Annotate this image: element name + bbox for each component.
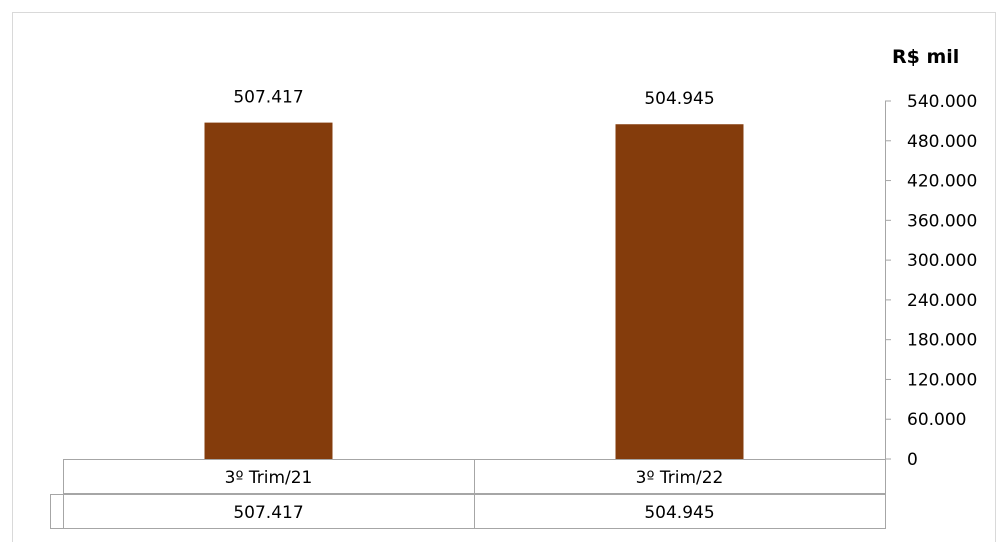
- y-tick-label-5: 300.000: [907, 251, 977, 271]
- table-header-cell-2: 3º Trim/22: [636, 468, 724, 488]
- table-data-row: [50, 494, 886, 529]
- data-table: 3º Trim/21 3º Trim/22 507.417 504.945: [50, 459, 886, 529]
- unit-label: R$ mil: [892, 46, 959, 68]
- table-header-cell-1: 3º Trim/21: [225, 468, 313, 488]
- chart-frame: [12, 12, 996, 542]
- y-tick-label-6: 360.000: [907, 211, 977, 231]
- bar-value-label-1: 507.417: [233, 88, 303, 108]
- y-tick-label-1: 60.000: [907, 410, 966, 430]
- table-value-cell-2: 504.945: [644, 503, 714, 523]
- value-labels-group: 507.417 504.945: [233, 88, 714, 110]
- y-tick-label-0: 0: [907, 450, 918, 470]
- table-value-cell-1: 507.417: [233, 503, 303, 523]
- bars-group: [204, 122, 744, 460]
- y-tick-label-9: 540.000: [907, 92, 977, 112]
- y-tick-label-4: 240.000: [907, 291, 977, 311]
- y-tick-label-2: 120.000: [907, 370, 977, 390]
- bar-1: [204, 122, 333, 460]
- y-axis-ticks: 0 60.000 120.000 180.000 240.000 300.000 360.0…: [885, 92, 977, 470]
- y-tick-label-7: 420.000: [907, 172, 977, 192]
- bar-2: [615, 124, 744, 459]
- bar-value-label-2: 504.945: [644, 89, 714, 109]
- y-tick-label-3: 180.000: [907, 331, 977, 351]
- y-tick-label-8: 480.000: [907, 132, 977, 152]
